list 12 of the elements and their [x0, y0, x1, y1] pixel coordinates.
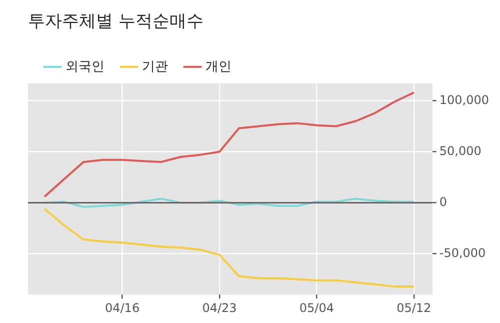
legend-label: 기관: [142, 59, 168, 74]
legend-label: 개인: [206, 59, 232, 74]
legend-label: 외국인: [66, 59, 104, 74]
chart-title: 투자주체별 누적순매수: [28, 12, 204, 32]
x-tick-label: 04/16: [104, 300, 140, 315]
x-tick-label: 05/12: [396, 300, 432, 315]
x-tick-label: 05/04: [299, 300, 334, 315]
y-tick-label: 100,000: [439, 92, 489, 107]
y-tick-label: 0: [439, 194, 448, 209]
x-tick-label: 04/23: [202, 300, 237, 315]
y-tick-label: 50,000: [439, 144, 482, 158]
y-tick-label: -50,000: [439, 246, 486, 260]
